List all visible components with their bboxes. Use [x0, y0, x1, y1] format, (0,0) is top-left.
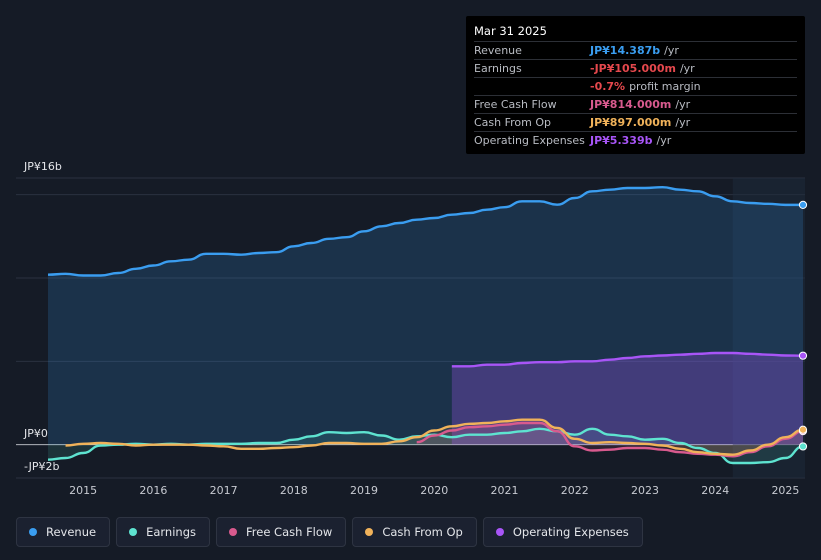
y-axis-bottom-label: -JP¥2b	[24, 460, 59, 473]
legend-item-cash-from-op[interactable]: Cash From Op	[352, 517, 477, 547]
x-tick-2019: 2019	[350, 484, 378, 497]
x-tick-2018: 2018	[280, 484, 308, 497]
y-axis-zero-label: JP¥0	[23, 427, 48, 440]
tooltip-row-revenue: Revenue JP¥14.387b/yr	[474, 42, 797, 60]
x-tick-2016: 2016	[139, 484, 167, 497]
x-tick-2017: 2017	[210, 484, 238, 497]
legend-item-earnings[interactable]: Earnings	[116, 517, 210, 547]
cash-from-op-endpoint	[798, 425, 808, 434]
tooltip-value: JP¥5.339b	[590, 134, 653, 147]
y-axis-top-label: JP¥16b	[23, 160, 62, 173]
revenue-area	[48, 187, 803, 445]
cash-from-op-area	[65, 419, 804, 455]
tooltip-row-cash-from-op: Cash From Op JP¥897.000m/yr	[474, 114, 797, 132]
tooltip-label: Revenue	[474, 44, 522, 57]
tooltip-unit: /yr	[679, 62, 695, 75]
recent-period-highlight	[732, 178, 805, 478]
tooltip-value: -0.7%	[590, 80, 626, 93]
tooltip-label: Operating Expenses	[474, 134, 585, 147]
x-tick-2022: 2022	[561, 484, 589, 497]
tooltip-value: JP¥814.000m	[590, 98, 672, 111]
tooltip-unit: /yr	[675, 98, 691, 111]
legend-label: Revenue	[46, 525, 97, 539]
chart-legend: Revenue Earnings Free Cash Flow Cash From O…	[16, 517, 649, 547]
operating-expenses-endpoint	[798, 351, 808, 360]
data-tooltip: Mar 31 2025 Revenue JP¥14.387b/yr Earnings…	[466, 16, 805, 154]
series-lines	[47, 185, 804, 465]
legend-dot-icon	[365, 528, 374, 536]
legend-item-operating-expenses[interactable]: Operating Expenses	[482, 517, 643, 547]
tooltip-row-earnings: Earnings -JP¥105.000m/yr	[474, 60, 797, 78]
x-tick-2020: 2020	[420, 484, 448, 497]
tooltip-label	[474, 78, 590, 95]
series-areas	[48, 187, 804, 463]
tooltip-value: -JP¥105.000m	[590, 62, 676, 75]
x-tick-2025: 2025	[771, 484, 799, 497]
legend-dot-icon	[229, 528, 237, 536]
x-tick-2023: 2023	[631, 484, 659, 497]
tooltip-label: Earnings	[474, 62, 522, 75]
series-endpoints	[798, 200, 808, 451]
x-tick-2015: 2015	[69, 484, 97, 497]
earnings-area	[48, 428, 803, 463]
x-tick-2021: 2021	[491, 484, 519, 497]
legend-label: Operating Expenses	[512, 525, 629, 539]
legend-dot-icon	[495, 528, 504, 536]
legend-item-revenue[interactable]: Revenue	[16, 517, 111, 547]
tooltip-label: Cash From Op	[474, 116, 552, 129]
tooltip-unit: /yr	[675, 116, 691, 129]
legend-item-free-cash-flow[interactable]: Free Cash Flow	[216, 517, 347, 547]
tooltip-rows: Revenue JP¥14.387b/yr Earnings -JP¥105.000m…	[474, 42, 797, 149]
legend-label: Free Cash Flow	[246, 525, 333, 539]
tooltip-value: JP¥14.387b	[590, 44, 661, 57]
tooltip-date: Mar 31 2025	[474, 23, 797, 42]
legend-label: Cash From Op	[382, 525, 463, 539]
cash-from-op-line	[65, 418, 804, 456]
legend-label: Earnings	[146, 525, 196, 539]
revenue-line	[47, 185, 803, 277]
tooltip-row-free-cash-flow: Free Cash Flow JP¥814.000m/yr	[474, 96, 797, 114]
tooltip-row-operating-expenses: Operating Expenses JP¥5.339b/yr	[474, 132, 797, 149]
operating-expenses-line	[451, 351, 804, 368]
operating-expenses-area	[451, 353, 803, 445]
tooltip-label: Free Cash Flow	[474, 98, 557, 111]
tooltip-row-profit-margin: -0.7% profit margin	[474, 78, 797, 96]
x-tick-2024: 2024	[701, 484, 729, 497]
legend-dot-icon	[29, 528, 37, 536]
legend-dot-icon	[129, 528, 138, 536]
x-axis-ticks: 2015 2016 2017 2018 2019 2020 2021 2022 2023 2024…	[69, 484, 799, 497]
tooltip-unit: profit margin	[629, 80, 701, 93]
earnings-endpoint	[798, 442, 808, 451]
revenue-endpoint	[798, 200, 808, 209]
tooltip-unit: /yr	[656, 134, 672, 147]
tooltip-value: JP¥897.000m	[590, 116, 672, 129]
tooltip-unit: /yr	[664, 44, 679, 57]
free-cash-flow-line	[416, 421, 804, 458]
